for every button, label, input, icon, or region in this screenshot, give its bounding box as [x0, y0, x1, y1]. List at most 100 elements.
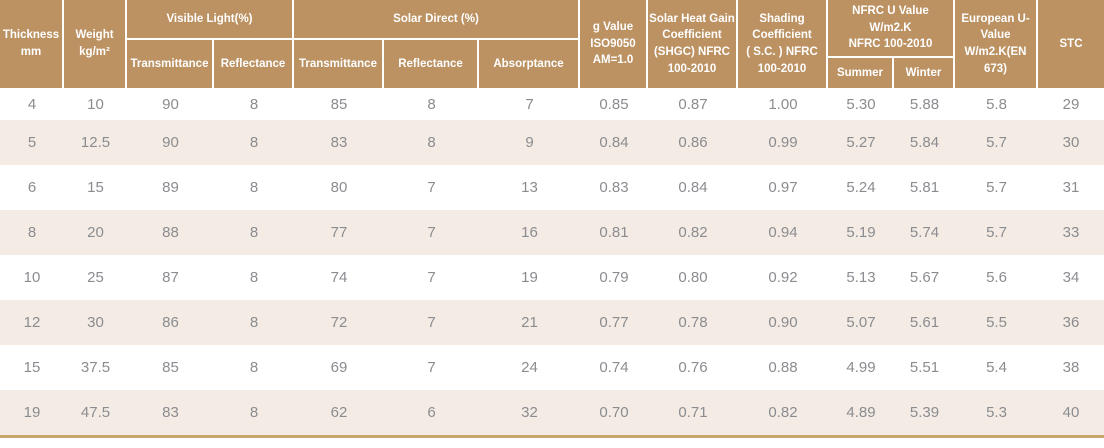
col-header-sd-transmittance: Transmittance	[294, 40, 384, 88]
table-cell: 36	[1062, 314, 1080, 331]
col-header-shgc: Solar Heat Gain Coefficient (SHGC) NFRC …	[648, 0, 738, 88]
group-header-solar-direct: Solar Direct (%) Transmittance Reflectan…	[294, 0, 580, 88]
table-cell: 5.4	[986, 359, 1007, 376]
table-cell: 0.88	[768, 359, 798, 376]
table-cell: 0.70	[599, 404, 629, 421]
table-cell: 30	[1062, 134, 1080, 151]
table-body: 4 10 90 8 85 8 7 0.85 0.87 1.00 5.30 5.88 5.8 29 5 12.5…	[0, 88, 1104, 435]
table-cell: 0.83	[599, 179, 629, 196]
table-cell: 40	[1062, 404, 1080, 421]
table-cell: 0.85	[599, 95, 629, 113]
table-cell: 0.81	[599, 224, 629, 241]
col-header-g-value: g Value ISO9050 AM=1.0	[580, 0, 648, 88]
table-cell: 85	[330, 95, 348, 113]
glass-spec-table: Thickness mm Weight kg/m² Visible Light(…	[0, 0, 1104, 438]
table-cell: 0.78	[678, 314, 708, 331]
group-label-visible-light: Visible Light(%)	[127, 0, 294, 40]
table-cell: 0.84	[678, 179, 708, 196]
table-cell: 8	[249, 269, 259, 286]
table-cell: 5.74	[909, 224, 940, 241]
table-cell: 5.61	[909, 314, 940, 331]
table-cell: 88	[162, 224, 179, 241]
table-cell: 90	[162, 134, 179, 151]
col-header-thickness: Thickness mm	[0, 0, 64, 88]
table-cell: 31	[1062, 179, 1080, 196]
table-cell: 5.8	[986, 95, 1007, 113]
col-header-vl-reflectance: Reflectance	[214, 40, 294, 88]
table-cell: 83	[330, 134, 348, 151]
table-cell: 0.71	[678, 404, 708, 421]
table-cell: 5.67	[909, 269, 940, 286]
table-cell: 1.00	[768, 95, 798, 113]
table-cell: 8	[249, 179, 259, 196]
table-cell: 83	[162, 404, 179, 421]
table-row: 6 15 89 8 80 7 13 0.83 0.84 0.97 5.24 5.81 5.7 31	[0, 165, 1104, 210]
col-header-vl-transmittance: Transmittance	[127, 40, 214, 88]
table-cell: 0.76	[678, 359, 708, 376]
table-cell: 5.39	[909, 404, 940, 421]
table-row: 12 30 86 8 72 7 21 0.77 0.78 0.90 5.07 5.61 5.5 36	[0, 300, 1104, 345]
group-header-nfrc-u-value: NFRC U Value W/m2.K NFRC 100-2010 Summer…	[828, 0, 955, 88]
table-cell: 5.07	[846, 314, 876, 331]
table-cell: 6	[427, 404, 436, 421]
table-cell: 5.7	[986, 224, 1007, 241]
table-cell: 80	[330, 179, 348, 196]
table-cell: 5.7	[986, 134, 1007, 151]
table-cell: 89	[162, 179, 179, 196]
table-cell: 0.82	[768, 404, 798, 421]
table-cell: 8	[249, 95, 259, 113]
table-cell: 15	[87, 179, 104, 196]
table-cell: 62	[330, 404, 348, 421]
table-cell: 37.5	[80, 359, 111, 376]
table-cell: 8	[427, 95, 436, 113]
table-cell: 90	[162, 95, 179, 113]
group-sub-nfrc-u-value: Summer Winter	[828, 58, 955, 88]
table-cell: 16	[521, 224, 538, 241]
table-cell: 0.86	[678, 134, 708, 151]
table-cell: 0.90	[768, 314, 798, 331]
table-row: 10 25 87 8 74 7 19 0.79 0.80 0.92 5.13 5.67 5.6 34	[0, 255, 1104, 300]
table-cell: 7	[427, 314, 436, 331]
table-cell: 4	[27, 95, 37, 113]
table-cell: 7	[427, 269, 436, 286]
table-cell: 5.24	[846, 179, 876, 196]
table-cell: 12	[23, 314, 41, 331]
table-cell: 0.79	[599, 269, 629, 286]
table-cell: 5.30	[846, 95, 876, 113]
col-header-summer: Summer	[828, 58, 894, 88]
table-cell: 19	[23, 404, 41, 421]
col-header-stc: STC	[1038, 0, 1104, 88]
table-cell: 72	[330, 314, 348, 331]
table-cell: 25	[87, 269, 104, 286]
table-cell: 0.97	[768, 179, 798, 196]
table-cell: 5.84	[909, 134, 940, 151]
table-cell: 69	[330, 359, 348, 376]
table-cell: 5.3	[986, 404, 1007, 421]
table-cell: 7	[427, 179, 436, 196]
table-cell: 9	[525, 134, 534, 151]
table-cell: 12.5	[80, 134, 111, 151]
col-header-sd-reflectance: Reflectance	[384, 40, 479, 88]
table-cell: 21	[521, 314, 538, 331]
table-cell: 8	[249, 314, 259, 331]
table-cell: 77	[330, 224, 348, 241]
table-cell: 0.84	[599, 134, 629, 151]
table-cell: 0.74	[599, 359, 629, 376]
group-header-visible-light: Visible Light(%) Transmittance Reflectan…	[127, 0, 294, 88]
table-cell: 33	[1062, 224, 1080, 241]
group-sub-solar-direct: Transmittance Reflectance Absorptance	[294, 40, 580, 88]
group-label-nfrc-u-value: NFRC U Value W/m2.K NFRC 100-2010	[828, 0, 955, 58]
table-cell: 87	[162, 269, 179, 286]
table-cell: 32	[521, 404, 538, 421]
table-cell: 47.5	[80, 404, 111, 421]
table-cell: 4.89	[846, 404, 876, 421]
table-cell: 10	[87, 95, 104, 113]
table-cell: 13	[521, 179, 538, 196]
col-header-european-u-value: European U- Value W/m2.K(EN 673)	[955, 0, 1038, 88]
table-cell: 10	[23, 269, 41, 286]
table-cell: 7	[525, 95, 534, 113]
table-cell: 5.51	[909, 359, 940, 376]
table-cell: 4.99	[846, 359, 876, 376]
col-header-shading-coefficient: Shading Coefficient ( S.C. ) NFRC 100-20…	[738, 0, 828, 88]
group-label-solar-direct: Solar Direct (%)	[294, 0, 580, 40]
